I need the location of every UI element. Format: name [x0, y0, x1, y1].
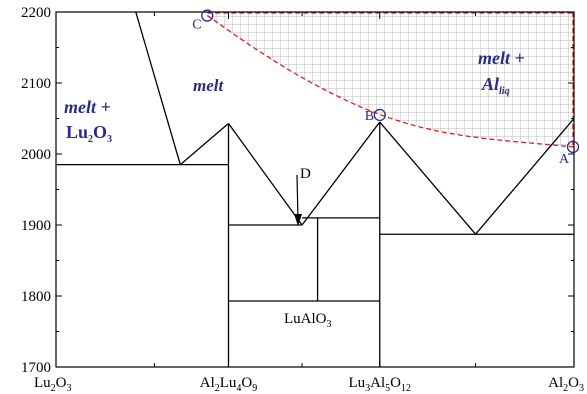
- arrow-to-point-d: [296, 174, 299, 221]
- x-label-al2o3: Al2O3: [548, 375, 584, 394]
- phase-label-melt-lu2o3-line1: melt +: [64, 97, 111, 117]
- phase-label-lualo3: LuAlO3: [284, 311, 332, 330]
- y-tick-label: 2100: [21, 76, 51, 92]
- plot-frame: [55, 11, 575, 368]
- x-label-lu2o3: Lu2O3: [34, 375, 72, 394]
- point-marker-c: [201, 9, 214, 22]
- x-axis-composition-labels: Lu2O3 Al2Lu4O9 Lu3Al5O12 Al2O3: [34, 375, 584, 394]
- y-tick-label: 1700: [21, 360, 51, 376]
- y-axis-tick-labels: 2200 2100 2000 1900 1800 1700: [21, 5, 51, 376]
- phase-boundary-lines: [56, 11, 575, 367]
- liquidus-line: [179, 122, 229, 166]
- liquidus-line: [227, 123, 303, 226]
- liquidus-line: [475, 118, 575, 235]
- y-tick-label: 1900: [21, 218, 51, 234]
- marked-points: A B C D: [192, 9, 580, 182]
- point-marker-a: [566, 140, 580, 154]
- liquidus-line: [379, 121, 477, 235]
- melt-al-liq-hatched-region: [207, 12, 575, 147]
- arrow-head-icon: [294, 214, 302, 226]
- x-label-lu3al5o12: Lu3Al5O12: [348, 375, 411, 394]
- y-tick-label: 1800: [21, 289, 51, 305]
- liquidus-line: [301, 121, 381, 226]
- liquidus-line: [135, 11, 181, 165]
- phase-label-melt-al-line1: melt +: [478, 48, 525, 68]
- phase-label-melt-lu2o3-line2: Lu2O3: [66, 122, 112, 145]
- point-label-a: A: [559, 152, 570, 167]
- point-label-b: B: [365, 109, 374, 124]
- point-marker-b: [373, 108, 386, 122]
- dashed-boundary-curve: [206, 15, 575, 148]
- point-label-c: C: [192, 18, 201, 33]
- point-label-d: D: [300, 166, 311, 182]
- phase-label-melt: melt: [193, 76, 224, 95]
- y-tick-label: 2200: [21, 5, 51, 21]
- y-tick-label: 2000: [21, 147, 51, 163]
- phase-label-melt-al-line2: Alliq: [481, 74, 510, 97]
- x-label-al2lu4o9: Al2Lu4O9: [200, 375, 258, 394]
